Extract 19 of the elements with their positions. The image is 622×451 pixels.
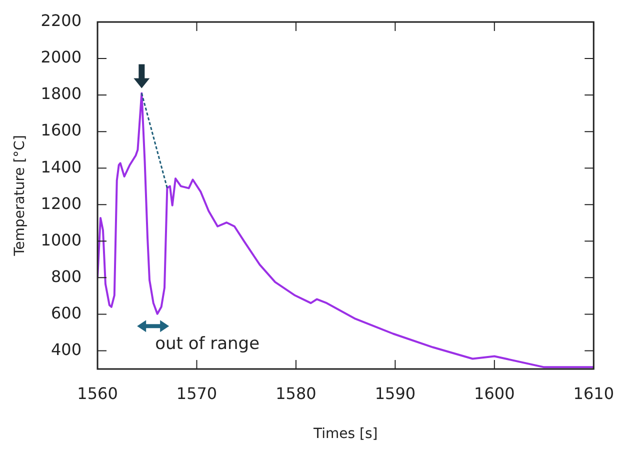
y-tick-label: 1800 [40,84,82,104]
y-tick-label: 1000 [40,230,82,250]
y-tick-label: 400 [50,340,82,359]
y-tick-label: 1200 [40,194,82,213]
y-tick-label: 1400 [40,157,82,176]
y-tick-label: 800 [50,266,82,286]
y-tick-label: 600 [50,303,82,322]
x-tick-label: 1580 [276,384,316,403]
x-tick-label: 1570 [176,384,218,403]
y-axis-title: Temperature [°C] [12,135,28,257]
annotation: out of range [155,334,260,354]
x-tick-label: 1610 [573,384,614,403]
y-tick-label: 2000 [40,48,82,67]
x-tick-label: 1600 [474,384,515,403]
x-tick-label: 1590 [374,384,416,403]
y-tick-label: 1600 [40,120,82,140]
y-tick-label: 2200 [40,11,82,30]
x-axis-title: Times [s] [312,426,378,442]
x-tick-label: 1560 [77,384,118,403]
